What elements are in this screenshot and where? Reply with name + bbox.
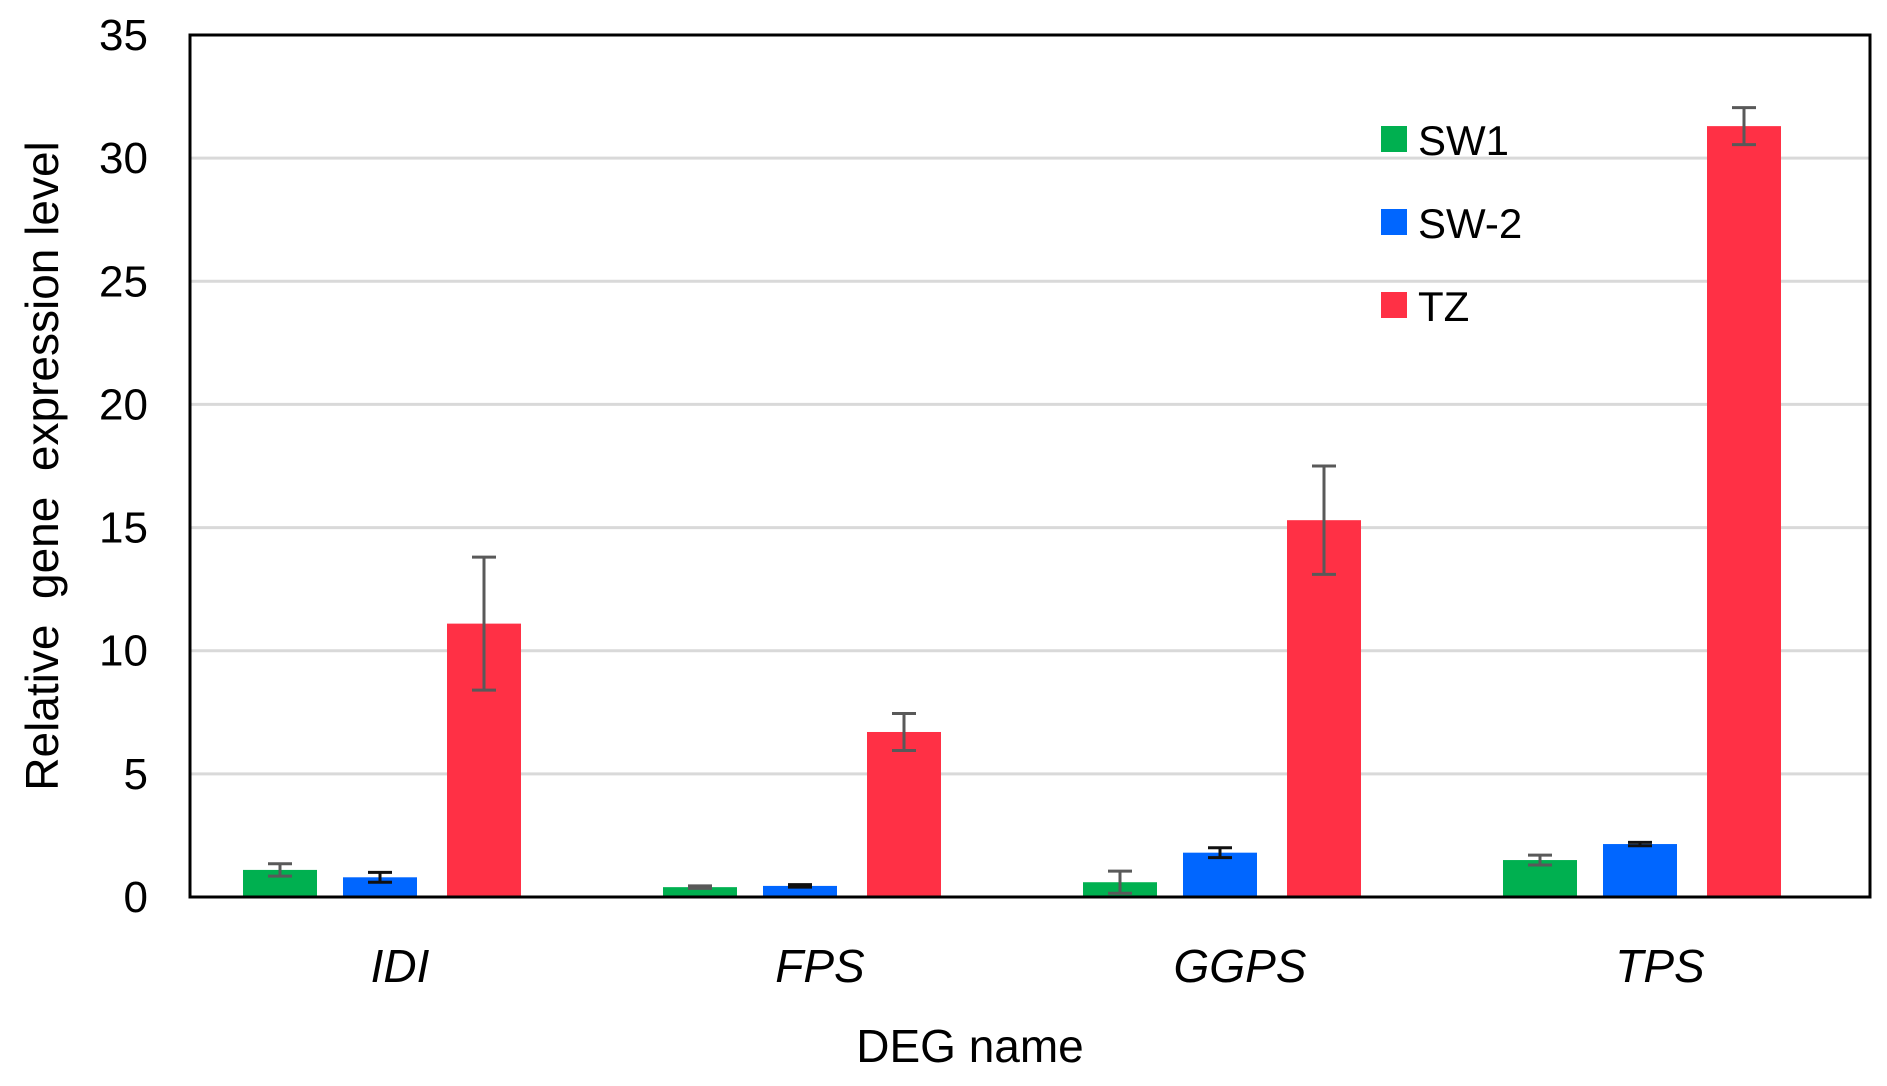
- bar: [1603, 844, 1677, 897]
- legend-swatch: [1381, 126, 1407, 152]
- legend-label: SW1: [1418, 117, 1509, 164]
- x-category-label: FPS: [775, 940, 865, 992]
- bar: [343, 877, 417, 897]
- gridlines: [190, 156, 1870, 776]
- y-tick-label: 25: [99, 257, 148, 306]
- error-bar-group: [268, 106, 1756, 895]
- x-category-label: TPS: [1615, 940, 1705, 992]
- plot-frame: [188, 33, 1872, 899]
- bar: [1707, 126, 1781, 897]
- bar-group: [243, 126, 1781, 897]
- legend-swatch: [1381, 209, 1407, 235]
- legend-swatch: [1381, 292, 1407, 318]
- x-axis-categories: IDI FPS GGPS TPS: [371, 940, 1705, 992]
- x-category-label: GGPS: [1174, 940, 1307, 992]
- y-axis-ticks: 0 5 10 15 20 25 30 35: [99, 11, 148, 922]
- y-tick-label: 0: [124, 873, 148, 922]
- x-axis-title: DEG name: [856, 1020, 1084, 1072]
- bar: [1183, 852, 1257, 897]
- legend: SW1 SW-2 TZ: [1381, 117, 1522, 330]
- bar: [763, 885, 837, 897]
- y-tick-label: 5: [124, 750, 148, 799]
- y-axis-title: Relative gene expression level: [16, 141, 68, 790]
- y-tick-label: 35: [99, 11, 148, 60]
- y-tick-label: 15: [99, 504, 148, 553]
- y-tick-label: 10: [99, 627, 148, 676]
- bar: [663, 887, 737, 897]
- bar: [867, 731, 941, 897]
- y-tick-label: 20: [99, 380, 148, 429]
- legend-label: TZ: [1418, 283, 1469, 330]
- bar: [1287, 520, 1361, 897]
- x-category-label: IDI: [371, 940, 430, 992]
- legend-label: SW-2: [1418, 200, 1522, 247]
- y-tick-label: 30: [99, 134, 148, 183]
